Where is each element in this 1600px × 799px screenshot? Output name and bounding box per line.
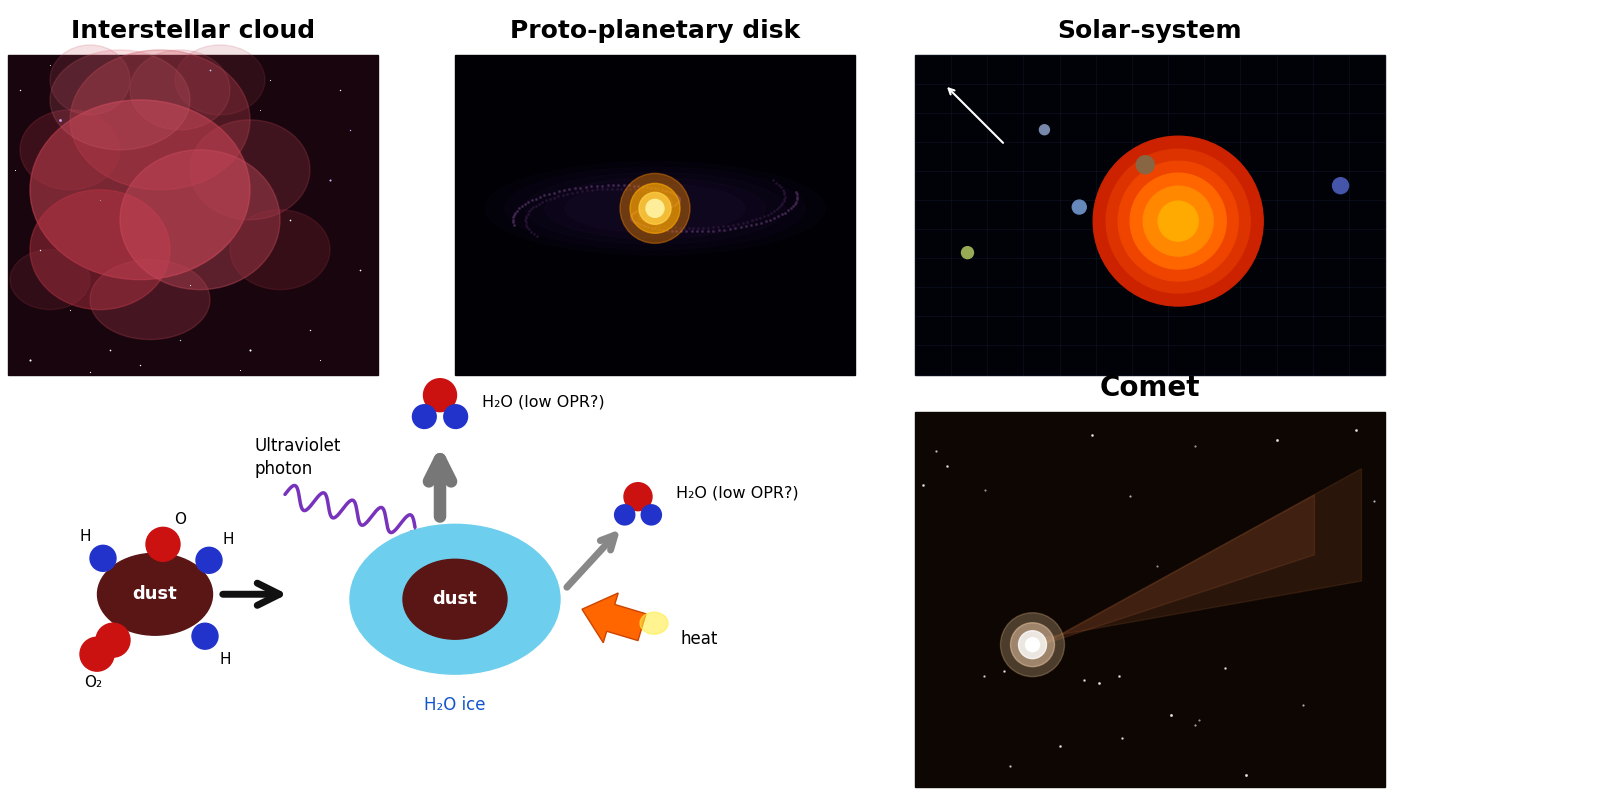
Circle shape <box>642 505 661 525</box>
Circle shape <box>1093 136 1264 306</box>
Text: H: H <box>80 529 91 544</box>
Ellipse shape <box>120 150 280 290</box>
Circle shape <box>96 623 130 657</box>
Ellipse shape <box>485 161 826 255</box>
Circle shape <box>1130 173 1226 269</box>
Text: Solar-system: Solar-system <box>1058 19 1242 43</box>
Ellipse shape <box>90 260 210 340</box>
Circle shape <box>1333 177 1349 193</box>
Circle shape <box>192 623 218 649</box>
Circle shape <box>638 193 670 225</box>
Ellipse shape <box>640 612 669 634</box>
Ellipse shape <box>10 249 90 309</box>
Text: dust: dust <box>432 590 477 608</box>
Circle shape <box>646 199 664 217</box>
Circle shape <box>621 173 690 243</box>
Polygon shape <box>1032 469 1362 650</box>
Ellipse shape <box>525 173 786 244</box>
Circle shape <box>195 547 222 574</box>
Ellipse shape <box>50 50 190 150</box>
Text: H₂O ice: H₂O ice <box>424 696 486 714</box>
Bar <box>915 412 1386 787</box>
Circle shape <box>1019 630 1046 658</box>
Circle shape <box>1136 156 1154 173</box>
Text: Proto-planetary disk: Proto-planetary disk <box>510 19 800 43</box>
Circle shape <box>962 247 973 259</box>
Ellipse shape <box>506 167 805 249</box>
Circle shape <box>146 527 179 561</box>
FancyArrow shape <box>582 593 646 642</box>
Circle shape <box>1118 161 1238 281</box>
Ellipse shape <box>190 120 310 220</box>
Ellipse shape <box>30 100 250 280</box>
Circle shape <box>614 505 635 525</box>
Text: Comet: Comet <box>1099 375 1200 403</box>
Ellipse shape <box>174 45 266 115</box>
Text: O₂: O₂ <box>83 674 102 690</box>
Ellipse shape <box>98 554 213 635</box>
Bar <box>454 55 854 375</box>
Circle shape <box>90 546 115 571</box>
Circle shape <box>1000 613 1064 677</box>
Ellipse shape <box>546 178 765 239</box>
Circle shape <box>424 379 456 411</box>
Ellipse shape <box>565 184 746 233</box>
Ellipse shape <box>70 50 250 190</box>
Circle shape <box>413 405 437 428</box>
Ellipse shape <box>130 50 230 130</box>
Circle shape <box>1142 186 1213 256</box>
Bar <box>8 55 378 375</box>
Circle shape <box>1011 622 1054 666</box>
Bar <box>915 55 1386 375</box>
Ellipse shape <box>403 559 507 639</box>
Ellipse shape <box>30 190 170 309</box>
Circle shape <box>1072 200 1086 214</box>
Text: dust: dust <box>133 585 178 603</box>
Circle shape <box>630 183 680 233</box>
Ellipse shape <box>19 109 120 190</box>
Text: H₂O (low OPR?): H₂O (low OPR?) <box>675 486 798 501</box>
Text: H₂O (low OPR?): H₂O (low OPR?) <box>482 395 605 410</box>
Text: O: O <box>174 512 186 527</box>
Circle shape <box>443 405 467 428</box>
Text: heat: heat <box>680 630 717 648</box>
Ellipse shape <box>50 45 130 115</box>
Text: Interstellar cloud: Interstellar cloud <box>70 19 315 43</box>
Circle shape <box>624 483 653 511</box>
Text: H: H <box>222 532 234 547</box>
Circle shape <box>1158 201 1198 241</box>
Ellipse shape <box>230 209 330 289</box>
Circle shape <box>80 638 114 671</box>
Text: Ultraviolet
photon: Ultraviolet photon <box>254 437 341 478</box>
Polygon shape <box>1043 495 1315 645</box>
Text: H: H <box>219 652 230 666</box>
Circle shape <box>1040 125 1050 135</box>
Circle shape <box>1106 149 1250 293</box>
Circle shape <box>1026 638 1040 652</box>
Ellipse shape <box>350 524 560 674</box>
